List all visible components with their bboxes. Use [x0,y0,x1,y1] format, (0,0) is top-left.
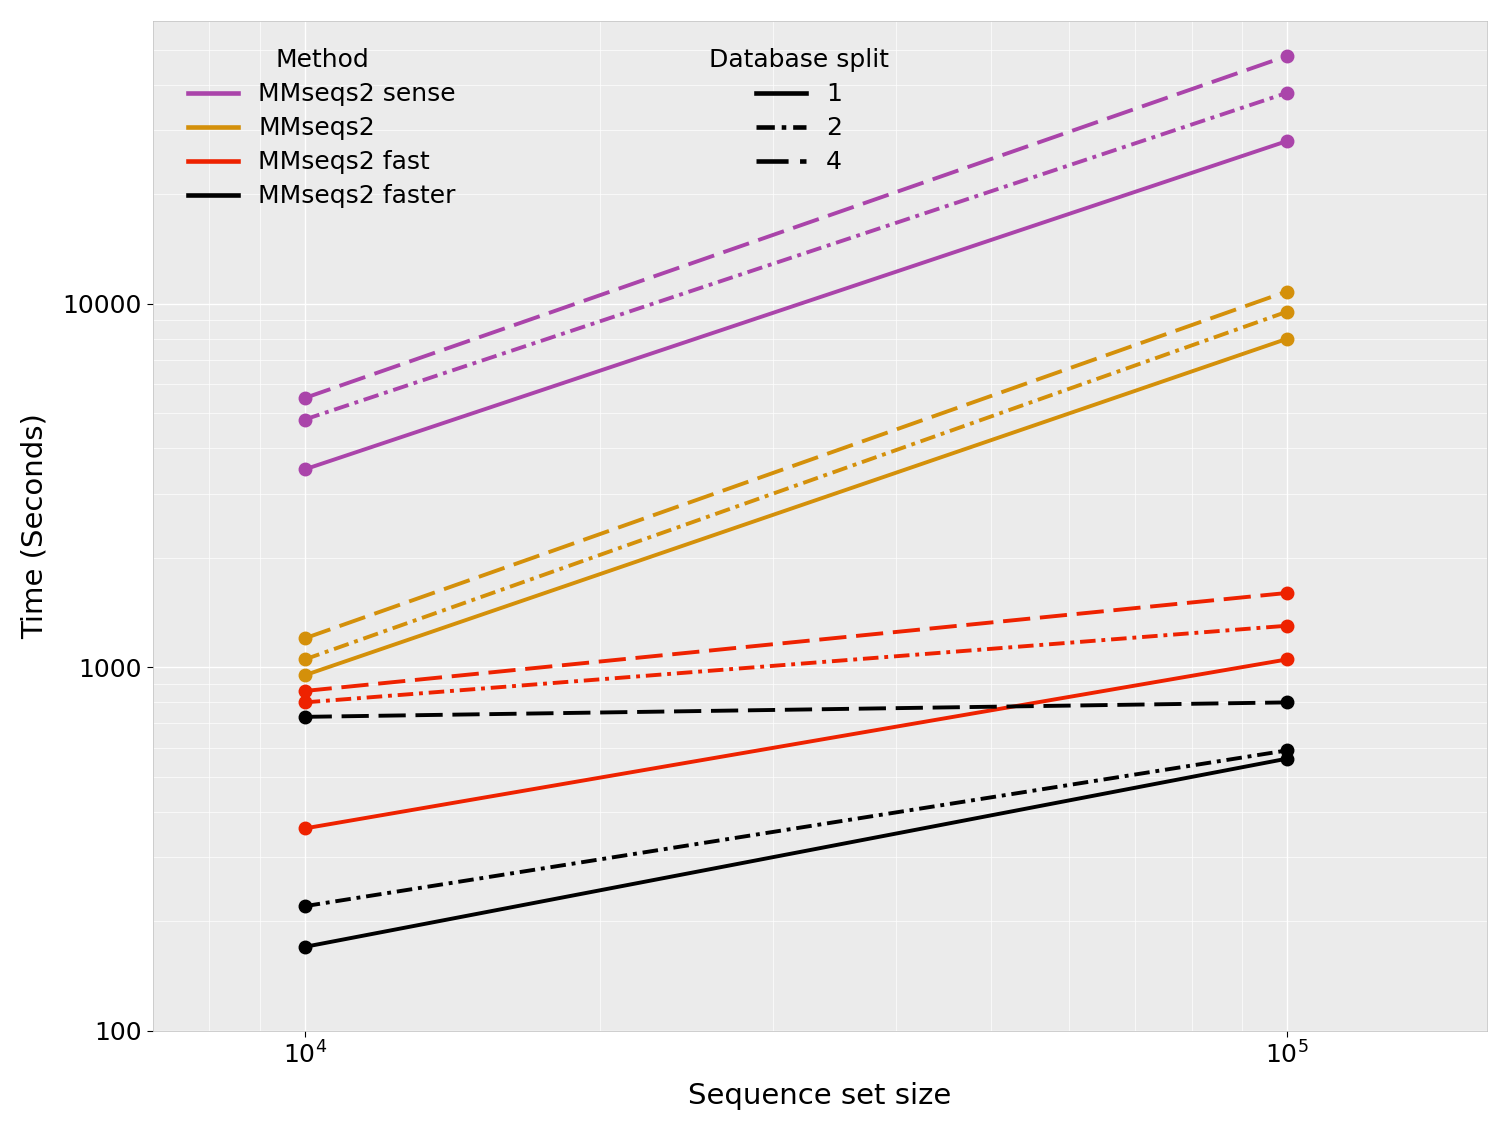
Legend: 1, 2, 4: 1, 2, 4 [698,38,899,184]
X-axis label: Sequence set size: Sequence set size [688,1082,952,1111]
Y-axis label: Time (Seconds): Time (Seconds) [21,413,48,639]
